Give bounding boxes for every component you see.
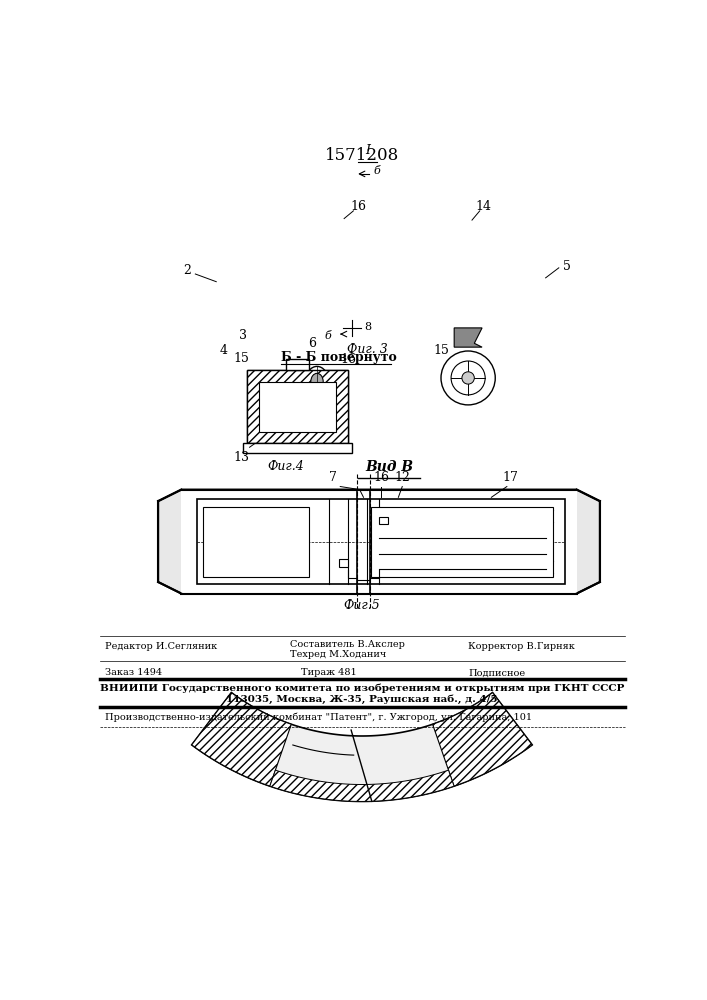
Text: Заказ 1494: Заказ 1494 [105,668,163,677]
Text: 5: 5 [563,260,571,273]
Circle shape [462,372,474,384]
Text: б: б [325,331,331,341]
Bar [203,507,309,577]
Polygon shape [192,693,291,786]
Ellipse shape [311,373,323,390]
Text: Редактор И.Сегляник: Редактор И.Сегляник [105,642,218,651]
Text: I: I [365,144,370,157]
Text: Фиг.4: Фиг.4 [268,460,305,473]
Text: 8: 8 [364,322,371,332]
Polygon shape [433,693,532,786]
Polygon shape [454,328,482,347]
Text: 15: 15 [433,344,449,358]
Text: 7: 7 [329,471,337,484]
Text: Фиг. 3: Фиг. 3 [347,343,387,356]
Text: Фиг.5: Фиг.5 [344,599,380,612]
Bar [182,490,577,594]
Text: 4: 4 [220,344,228,358]
Bar [259,382,337,432]
Bar [371,507,554,577]
Circle shape [441,351,495,405]
Bar [247,370,348,443]
Circle shape [451,361,485,395]
Text: ВНИИПИ Государственного комитета по изобретениям и открытиям при ГКНТ СССР
11303: ВНИИПИ Государственного комитета по изоб… [100,684,624,704]
Polygon shape [192,693,532,801]
Text: Производственно-издательский комбинат "Патент", г. Ужгород, ул. Гагарина, 101: Производственно-издательский комбинат "П… [105,713,532,722]
Text: Вид В: Вид В [365,460,413,474]
Text: Б - Б повернуто: Б - Б повернуто [281,351,397,364]
Bar [339,559,348,567]
Text: Тираж 481: Тираж 481 [300,668,356,677]
Text: Корректор В.Гирняк: Корректор В.Гирняк [468,642,575,651]
Text: 16: 16 [340,353,356,366]
Bar [243,443,352,453]
Text: 2: 2 [184,264,192,277]
Text: 3: 3 [240,329,247,342]
Bar [286,359,309,370]
Text: 6: 6 [308,337,316,350]
Text: б: б [373,166,380,176]
Text: 13: 13 [234,451,250,464]
Ellipse shape [305,366,329,397]
Bar [247,370,348,443]
Text: Составитель В.Акслер
Техред М.Ходанич: Составитель В.Акслер Техред М.Ходанич [290,640,404,659]
Text: 14: 14 [476,200,491,213]
Text: 1571208: 1571208 [325,147,399,164]
Text: 17: 17 [503,471,519,484]
Polygon shape [158,490,600,594]
Bar [197,499,565,584]
Bar [247,370,348,443]
Text: 12: 12 [395,471,410,484]
Text: 16: 16 [373,471,390,484]
Text: 15: 15 [234,352,250,365]
Text: Подписное: Подписное [468,668,525,677]
Polygon shape [270,770,454,801]
Text: 16: 16 [350,200,366,213]
Bar [379,517,388,524]
